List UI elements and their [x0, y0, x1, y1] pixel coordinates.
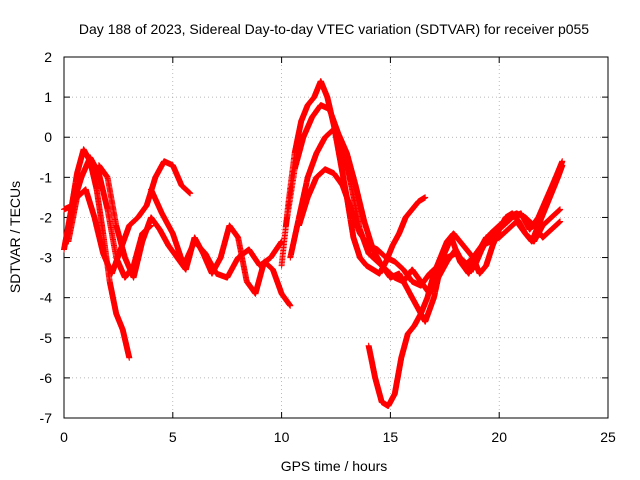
y-tick-label: -2 — [40, 209, 53, 225]
y-tick-labels: 2 1 0 -1 -2 -3 -4 -5 -6 -7 — [40, 49, 53, 426]
x-tick-label: 5 — [169, 429, 177, 445]
y-tick-label: -1 — [40, 169, 53, 185]
x-axis-label: GPS time / hours — [281, 458, 388, 474]
x-tick-label: 15 — [383, 429, 399, 445]
y-tick-label: -6 — [40, 370, 53, 386]
y-tick-label: -7 — [40, 410, 53, 426]
x-tick-labels: 0 5 10 15 20 25 — [60, 429, 616, 445]
y-tick-label: -3 — [40, 250, 53, 266]
x-tick-label: 0 — [60, 429, 68, 445]
x-tick-label: 20 — [491, 429, 507, 445]
x-tick-label: 25 — [600, 429, 616, 445]
data-markers — [61, 78, 566, 409]
y-tick-label: 0 — [44, 129, 52, 145]
y-tick-label: -5 — [40, 330, 53, 346]
chart-title: Day 188 of 2023, Sidereal Day-to-day VTE… — [79, 21, 589, 37]
y-tick-label: 2 — [44, 49, 52, 65]
axis-ticks — [63, 56, 609, 419]
y-tick-label: 1 — [44, 89, 52, 105]
x-tick-label: 10 — [274, 429, 290, 445]
y-axis-label: SDTVAR / TECUs — [7, 181, 23, 293]
y-tick-label: -4 — [40, 290, 53, 306]
data-points — [61, 78, 566, 409]
